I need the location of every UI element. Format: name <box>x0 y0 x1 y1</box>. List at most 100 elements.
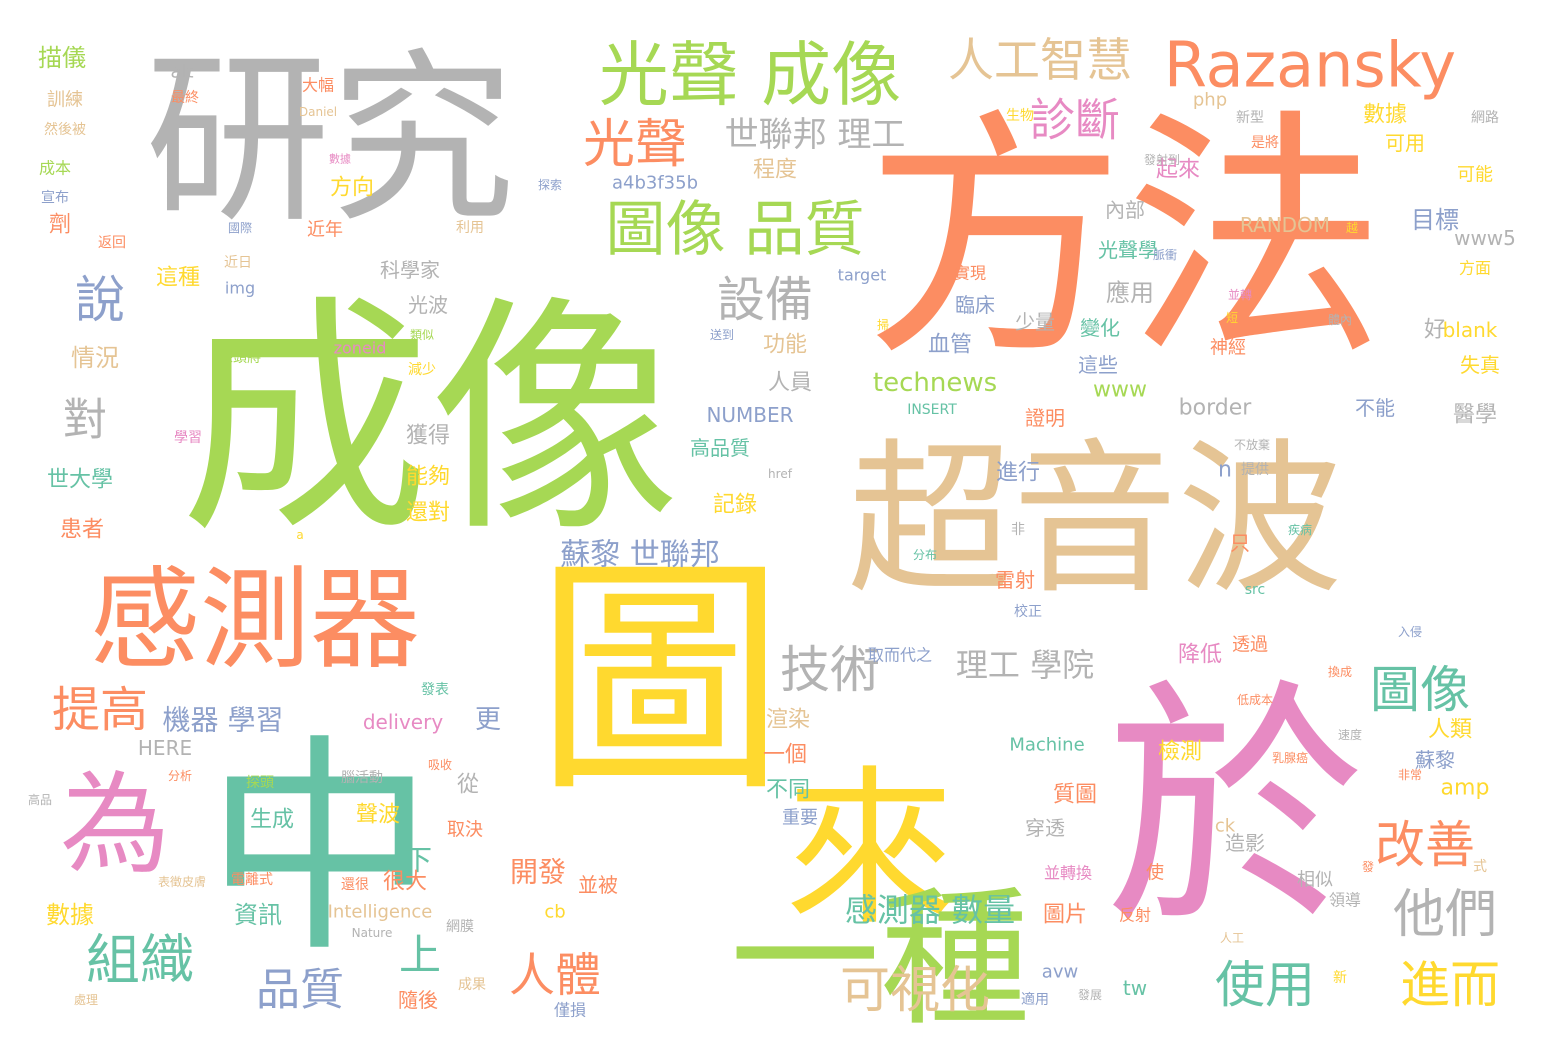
cloud-word: 檢測 <box>1158 740 1202 765</box>
cloud-word: RANDOM <box>1240 213 1330 237</box>
cloud-word: 返回 <box>98 235 126 251</box>
cloud-word: 好 <box>1424 318 1446 343</box>
cloud-word: 並轉換 <box>1044 864 1092 883</box>
cloud-word: 提供 <box>1241 462 1269 478</box>
cloud-word: 光聲 成像 <box>599 34 901 116</box>
cloud-word: 光聲學 <box>1098 238 1158 262</box>
cloud-word: 腦活動 <box>341 770 383 786</box>
cloud-word: 成本 <box>39 159 71 178</box>
cloud-word: 方向 <box>330 176 374 201</box>
cloud-word: 並被 <box>578 873 618 897</box>
cloud-word: 數據 <box>329 152 351 166</box>
cloud-word: 對 <box>63 395 107 446</box>
cloud-word: 分析 <box>168 769 192 783</box>
cloud-word: 記錄 <box>713 493 757 518</box>
cloud-word: 蘇黎 世聯邦 <box>560 538 720 573</box>
cloud-word: blank <box>1443 318 1498 342</box>
cloud-word: 最終 <box>171 90 199 106</box>
cloud-word: 探頭將 <box>219 350 261 366</box>
cloud-word: 科學家 <box>380 258 440 282</box>
cloud-word: 發展 <box>1078 987 1102 1002</box>
cloud-word: 大幅 <box>302 76 334 95</box>
cloud-word: 上 <box>399 931 441 980</box>
cloud-word: 非常 <box>1398 768 1422 782</box>
cloud-word: 人工智慧 <box>948 33 1132 87</box>
cloud-word: 宣布 <box>41 190 69 206</box>
cloud-word: 為 <box>60 761 170 889</box>
cloud-word: 變化 <box>1080 316 1120 340</box>
cloud-word: 速度 <box>1338 727 1362 742</box>
cloud-word: 類似 <box>410 328 434 342</box>
cloud-word: 內部 <box>1105 198 1145 222</box>
cloud-word: 組織 <box>86 929 194 992</box>
cloud-word: 訓練 <box>47 90 83 111</box>
cloud-word: 校正 <box>1014 603 1042 620</box>
cloud-word: 方法 <box>865 89 1385 391</box>
cloud-word: 提高 <box>52 682 148 738</box>
cloud-word: 品質 <box>256 965 344 1016</box>
cloud-word: technews <box>873 368 997 398</box>
cloud-word: 透過 <box>1232 635 1268 656</box>
cloud-word: 下 <box>404 844 432 877</box>
cloud-word: 國際 <box>228 221 252 235</box>
cloud-word: 描儀 <box>38 44 86 72</box>
cloud-word: 換成 <box>1328 665 1352 679</box>
cloud-word: 領導 <box>1329 891 1361 910</box>
cloud-word: 越 <box>1346 221 1358 235</box>
cloud-word: cb <box>544 902 565 923</box>
cloud-word: 送到 <box>710 327 734 342</box>
cloud-word: 然後被 <box>44 121 86 138</box>
cloud-word: www <box>1093 378 1147 403</box>
cloud-word: 感測器 <box>90 556 420 684</box>
cloud-word: 質圖 <box>1053 783 1097 808</box>
cloud-word: 適用 <box>1021 991 1049 1008</box>
cloud-word: 臨床 <box>955 293 995 317</box>
cloud-word: www5 <box>1454 226 1516 250</box>
cloud-word: 高品 <box>28 792 52 807</box>
cloud-word: 近年 <box>307 220 343 241</box>
cloud-word: 可能 <box>1457 165 1493 186</box>
cloud-word: 說 <box>75 271 125 329</box>
cloud-word: target <box>838 266 887 285</box>
cloud-word: 不同 <box>766 778 810 803</box>
cloud-word: 網路 <box>1471 110 1499 126</box>
cloud-word: 隨後 <box>398 988 438 1012</box>
cloud-word: 取決 <box>447 820 483 841</box>
cloud-word: 還對 <box>406 501 450 526</box>
cloud-word: NUMBER <box>706 403 793 427</box>
cloud-word: 減少 <box>408 361 436 378</box>
cloud-word: href <box>768 467 793 481</box>
cloud-word: 他們 <box>1393 885 1497 945</box>
cloud-word: 脈衝 <box>1153 248 1177 262</box>
cloud-word: a <box>296 528 303 542</box>
cloud-word: 診斷 <box>1030 94 1120 147</box>
cloud-word: 數據 <box>1363 103 1407 128</box>
cloud-word: 處理 <box>74 993 98 1007</box>
cloud-word: 式 <box>1473 859 1487 875</box>
cloud-word: 機器 學習 <box>163 704 284 737</box>
cloud-word: 穿透 <box>1025 816 1065 840</box>
cloud-word: 生成 <box>250 808 294 833</box>
cloud-word: 這種 <box>156 266 200 291</box>
cloud-word: border <box>1179 396 1253 421</box>
cloud-word: INSERT <box>907 402 957 418</box>
cloud-word: 感測器 數量 <box>845 891 1015 929</box>
cloud-word: 人員 <box>768 371 812 396</box>
cloud-word: 反射 <box>1119 906 1151 925</box>
cloud-word: 不放棄 <box>1234 437 1270 452</box>
cloud-word: 乳腺癌 <box>1272 750 1308 765</box>
cloud-word: 探頭 <box>246 775 274 791</box>
cloud-word: 電離式 <box>231 871 273 888</box>
cloud-word: 近日 <box>224 255 252 271</box>
cloud-word: 圖像 <box>1370 661 1470 719</box>
cloud-word: 相似 <box>1297 870 1333 891</box>
cloud-word: delivery <box>363 710 443 734</box>
cloud-word: 可用 <box>1385 131 1425 155</box>
cloud-word: 數據 <box>46 901 94 929</box>
cloud-word: 這些 <box>1078 353 1118 377</box>
cloud-word: 重要 <box>782 808 818 829</box>
cloud-word: 超音波 <box>848 424 1343 616</box>
cloud-word: 血管 <box>928 333 972 358</box>
cloud-word: 技術 <box>780 641 880 699</box>
cloud-word: Intelligence <box>328 902 433 923</box>
